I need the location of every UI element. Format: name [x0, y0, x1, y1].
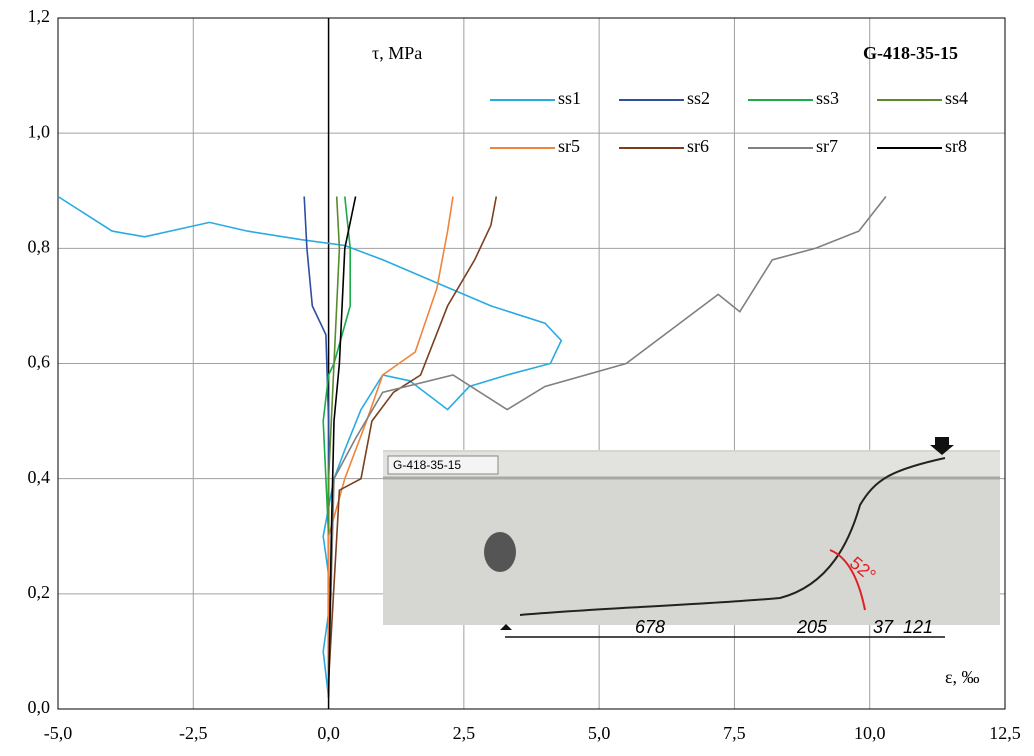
x-tick-label: 2,5	[453, 723, 476, 743]
series-line	[327, 196, 887, 681]
legend-label: ss4	[945, 88, 968, 108]
inset-label: G-418-35-15	[393, 458, 461, 472]
legend-label: ss2	[687, 88, 710, 108]
y-tick-label: 1,2	[28, 6, 51, 26]
spot	[484, 532, 516, 572]
y-tick-label: 0,2	[28, 582, 51, 602]
x-axis-label: ε, ‰	[945, 667, 980, 687]
legend-label: sr6	[687, 136, 709, 156]
x-tick-label: -2,5	[179, 723, 208, 743]
x-tick-label: 5,0	[588, 723, 611, 743]
legend-label: sr5	[558, 136, 580, 156]
y-tick-label: 0,6	[28, 352, 51, 372]
x-tick-label: 7,5	[723, 723, 746, 743]
legend-label: sr7	[816, 136, 838, 156]
y-tick-label: 1,0	[28, 121, 51, 141]
legend-label: sr8	[945, 136, 967, 156]
plot-border	[57, 17, 1006, 710]
chart-title: G-418-35-15	[863, 43, 958, 63]
x-tick-label: 10,0	[854, 723, 886, 743]
series-line	[327, 196, 357, 698]
dimension: 37	[873, 617, 894, 637]
y-tick-label: 0,0	[28, 697, 51, 717]
label-box	[387, 455, 499, 475]
angle-arc	[829, 549, 866, 611]
y-tick-label: 0,8	[28, 236, 51, 256]
dimension: 678	[635, 617, 665, 637]
crack	[519, 457, 946, 616]
series-line	[327, 196, 498, 681]
x-tick-label: -5,0	[44, 723, 73, 743]
legend-label: ss1	[558, 88, 581, 108]
legend-label: ss3	[816, 88, 839, 108]
series-line	[322, 196, 351, 698]
dimension: 205	[796, 617, 828, 637]
support	[500, 624, 512, 630]
load-arrow	[930, 437, 954, 455]
y-tick-label: 0,4	[28, 467, 51, 487]
x-tick-label: 0,0	[317, 723, 340, 743]
series-line	[327, 196, 454, 698]
y-axis-label: τ, MPa	[372, 43, 422, 63]
inset-photo: G-418-35-15 678 205 37 121 52°	[383, 437, 1000, 638]
x-tick-label: 12,5	[989, 723, 1021, 743]
dimension: 121	[903, 617, 933, 637]
